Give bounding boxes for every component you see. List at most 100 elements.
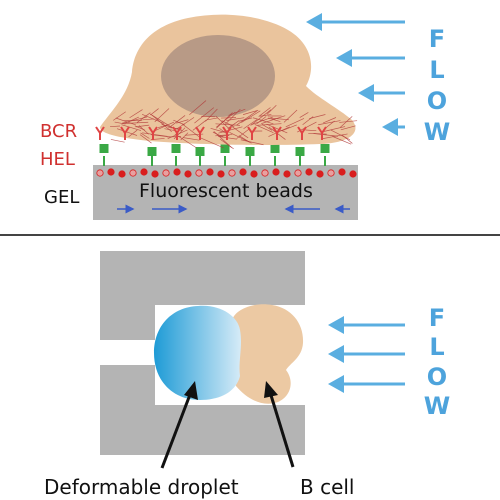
actin-filament <box>281 124 297 131</box>
actin-filament <box>116 128 138 136</box>
label-bcr: BCR <box>40 121 77 142</box>
top-flow-arrows <box>306 13 405 136</box>
fluorescent-bead <box>250 170 258 178</box>
actin-filament <box>313 133 339 137</box>
actin-filament <box>323 126 346 132</box>
b-cell <box>231 304 304 404</box>
actin-filament <box>266 104 277 115</box>
fluorescent-bead <box>96 169 104 177</box>
flow-arrow <box>328 316 405 334</box>
actin-filament <box>257 123 282 126</box>
actin-filament <box>236 128 250 139</box>
fluorescent-bead <box>107 168 115 176</box>
actin-filament <box>250 109 272 126</box>
actin-filament <box>150 134 171 138</box>
actin-filament <box>268 117 281 122</box>
bcr-receptor <box>195 126 205 140</box>
label-fluorescent-beads: Fluorescent beads <box>139 180 313 202</box>
bcr-receptor <box>272 126 282 140</box>
actin-filament <box>182 123 200 138</box>
actin-filament <box>215 123 240 126</box>
flow-arrow <box>306 13 405 31</box>
actin-filament <box>110 139 125 143</box>
actin-filament <box>192 119 207 131</box>
flow-arrow <box>328 345 405 363</box>
actin-filament <box>180 132 189 141</box>
hel-antigen <box>270 144 280 153</box>
fluorescent-bead <box>195 169 203 177</box>
label-deformable-droplet: Deformable droplet <box>44 475 239 499</box>
top-panel: BCR HEL GEL Fluorescent beads F <box>40 13 450 220</box>
actin-filament <box>226 117 245 121</box>
fluorescent-bead <box>327 169 335 177</box>
actin-filament <box>176 119 189 124</box>
fluorescent-bead <box>118 170 126 178</box>
flow-letter-o: O <box>427 87 447 115</box>
fluorescent-bead <box>305 168 313 176</box>
droplet-pointer-arrow <box>160 381 198 469</box>
actin-filament <box>183 137 200 141</box>
hel-antigen <box>195 147 205 156</box>
bcr-receptor <box>95 126 105 140</box>
actin-filament <box>205 108 218 122</box>
bottom-flow-arrows <box>328 316 405 393</box>
actin-filament <box>261 124 273 131</box>
hel-antigen <box>245 147 255 156</box>
actin-filament <box>330 129 351 140</box>
bottom-flow-word: F L O W <box>424 304 450 420</box>
actin-filament <box>115 117 136 126</box>
actin-filament <box>258 107 271 117</box>
flow-arrow <box>382 118 405 136</box>
actin-filament <box>318 120 341 126</box>
bcr-receptor <box>172 126 182 140</box>
fluorescent-bead <box>228 169 236 177</box>
actin-filament <box>224 108 241 126</box>
hel-antigen <box>99 144 109 153</box>
bcr-receptor <box>317 126 327 140</box>
actin-filament <box>149 113 173 128</box>
fluorescent-bead <box>338 168 346 176</box>
actin-filament <box>153 121 175 132</box>
flow-letter-f: F <box>429 25 445 53</box>
actin-filament <box>216 112 233 129</box>
fluorescent-bead <box>294 169 302 177</box>
actin-filament <box>305 129 317 132</box>
actin-filament <box>129 109 143 119</box>
actin-filament <box>252 117 274 125</box>
flow-arrow <box>328 375 405 393</box>
actin-filament <box>238 117 253 122</box>
actin-filament <box>142 118 155 121</box>
fluorescent-bead <box>140 168 148 176</box>
actin-filament <box>240 139 264 146</box>
actin-filament <box>268 126 290 137</box>
actin-filament <box>139 134 152 144</box>
top-flow-word: F L O W <box>424 25 450 146</box>
bcr-receptor <box>120 126 130 140</box>
actin-filament <box>283 109 298 123</box>
bcr-receptor <box>148 126 158 140</box>
actin-filament <box>219 136 237 140</box>
cell-nucleus <box>161 35 275 117</box>
actin-filament <box>189 100 207 115</box>
actin-filament <box>332 136 352 145</box>
fluorescent-bead <box>217 170 225 178</box>
flow-letter-l: L <box>429 333 444 361</box>
bcr-receptor <box>297 126 307 140</box>
actin-filament <box>339 120 358 123</box>
actin-filament <box>340 125 356 131</box>
actin-filament <box>271 117 290 121</box>
actin-filament <box>141 114 165 124</box>
flow-letter-w: W <box>424 392 450 420</box>
flow-letter-w: W <box>424 118 450 146</box>
bottom-panel: F L O W Deformable droplet B cell <box>44 251 450 499</box>
actin-filament <box>135 124 150 128</box>
actin-filament <box>136 112 151 123</box>
actin-filament <box>266 123 288 134</box>
hel-antigen <box>171 144 181 153</box>
flow-arrow <box>336 49 405 67</box>
actin-filament <box>243 119 258 130</box>
fluorescent-bead <box>316 170 324 178</box>
actin-filament <box>309 114 326 119</box>
bcell-pointer-arrow <box>264 381 295 468</box>
hel-antigens <box>99 144 330 166</box>
